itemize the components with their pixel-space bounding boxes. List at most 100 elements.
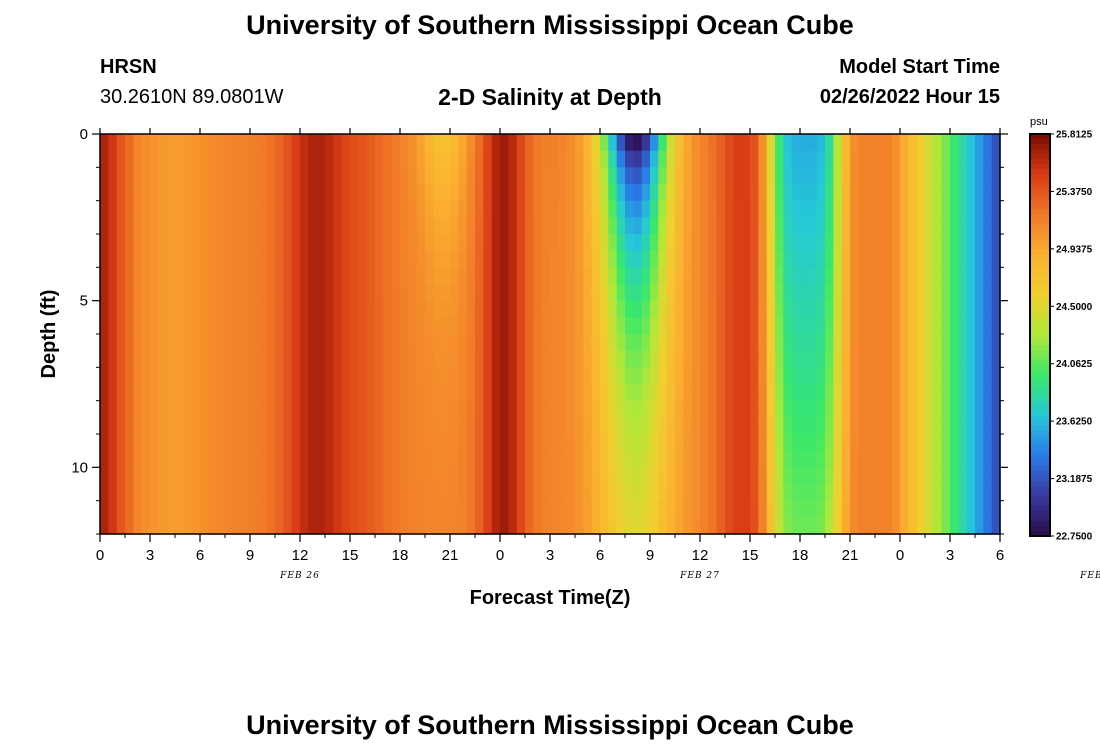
heatmap-cell xyxy=(425,417,434,435)
heatmap-cell xyxy=(875,250,884,268)
heatmap-cell xyxy=(950,284,959,302)
heatmap-cell xyxy=(250,334,259,352)
heatmap-cell xyxy=(633,150,643,168)
heatmap-cell xyxy=(583,267,593,285)
heatmap-cell xyxy=(733,450,743,468)
heatmap-cell xyxy=(233,517,243,535)
heatmap-cell xyxy=(666,250,676,268)
heatmap-cell xyxy=(525,467,534,485)
colorbar-segment xyxy=(1030,485,1050,492)
heatmap-cell xyxy=(216,234,226,252)
heatmap-cell xyxy=(225,317,234,335)
heatmap-cell xyxy=(483,250,493,268)
heatmap-cell xyxy=(441,184,451,202)
heatmap-cell xyxy=(333,517,343,535)
heatmap-cell xyxy=(166,217,176,235)
heatmap-cell xyxy=(891,167,901,185)
heatmap-cell xyxy=(158,434,168,452)
heatmap-cell xyxy=(616,250,626,268)
heatmap-cell xyxy=(508,267,518,285)
heatmap-cell xyxy=(666,367,676,385)
heatmap-cell xyxy=(175,150,184,168)
colorbar-segment xyxy=(1030,350,1050,356)
heatmap-cell xyxy=(191,200,201,218)
heatmap-cell xyxy=(808,267,818,285)
heatmap-cell xyxy=(133,300,143,318)
heatmap-cell xyxy=(975,284,984,302)
heatmap-cell xyxy=(791,467,801,485)
heatmap-cell xyxy=(391,134,401,152)
heatmap-cell xyxy=(116,317,126,335)
heatmap-cell xyxy=(991,467,1001,485)
heatmap-cell xyxy=(466,334,476,352)
heatmap-cell xyxy=(683,284,693,302)
heatmap-cell xyxy=(975,450,984,468)
heatmap-cell xyxy=(641,234,651,252)
heatmap-cell xyxy=(841,300,851,318)
heatmap-cell xyxy=(650,267,659,285)
heatmap-cell xyxy=(141,384,151,402)
heatmap-cell xyxy=(541,500,551,518)
heatmap-cell xyxy=(833,250,843,268)
heatmap-cell xyxy=(475,167,484,185)
heatmap-cell xyxy=(408,484,418,502)
heatmap-cell xyxy=(933,184,943,202)
heatmap-cell xyxy=(633,167,643,185)
colorbar-segment xyxy=(1030,385,1050,391)
heatmap-cell xyxy=(616,334,626,352)
heatmap-cell xyxy=(925,400,934,418)
colorbar-segment xyxy=(1030,199,1050,205)
heatmap-cell xyxy=(950,467,959,485)
heatmap-cell xyxy=(925,267,934,285)
heatmap-cell xyxy=(633,367,643,385)
heatmap-cell xyxy=(416,200,426,218)
heatmap-cell xyxy=(450,250,459,268)
heatmap-cell xyxy=(866,317,876,335)
heatmap-cell xyxy=(458,184,468,202)
heatmap-cell xyxy=(250,367,259,385)
heatmap-cell xyxy=(666,450,676,468)
heatmap-cell xyxy=(208,400,218,418)
heatmap-cell xyxy=(166,367,176,385)
heatmap-cell xyxy=(308,150,318,168)
heatmap-cell xyxy=(375,184,384,202)
heatmap-cell xyxy=(325,217,334,235)
heatmap-cell xyxy=(991,150,1001,168)
heatmap-cell xyxy=(616,150,626,168)
colorbar-segment xyxy=(1030,420,1050,427)
heatmap-cell xyxy=(675,284,684,302)
heatmap-cell xyxy=(100,300,109,318)
heatmap-cell xyxy=(700,500,709,518)
heatmap-cell xyxy=(916,234,926,252)
heatmap-cell xyxy=(100,384,109,402)
heatmap-cell xyxy=(941,134,951,152)
heatmap-cell xyxy=(666,400,676,418)
heatmap-cell xyxy=(533,384,543,402)
heatmap-cell xyxy=(808,367,818,385)
heatmap-cell xyxy=(600,284,609,302)
heatmap-cell xyxy=(383,384,393,402)
heatmap-cell xyxy=(625,367,634,385)
heatmap-cell xyxy=(950,267,959,285)
heatmap-cell xyxy=(750,400,759,418)
heatmap-cell xyxy=(341,217,351,235)
heatmap-cell xyxy=(575,500,584,518)
heatmap-cell xyxy=(350,134,359,152)
heatmap-cell xyxy=(366,300,376,318)
heatmap-cell xyxy=(483,484,493,502)
heatmap-cell xyxy=(400,134,409,152)
heatmap-cell xyxy=(225,250,234,268)
heatmap-cell xyxy=(633,217,643,235)
heatmap-cell xyxy=(200,217,209,235)
heatmap-cell xyxy=(716,334,726,352)
heatmap-cell xyxy=(516,484,526,502)
colorbar-segment xyxy=(1030,440,1050,447)
heatmap-cell xyxy=(450,367,459,385)
heatmap-cell xyxy=(841,434,851,452)
heatmap-cell xyxy=(666,134,676,152)
colorbar-segment xyxy=(1030,179,1050,185)
heatmap-cell xyxy=(750,500,759,518)
heatmap-cell xyxy=(866,334,876,352)
heatmap-cell xyxy=(616,400,626,418)
heatmap-cell xyxy=(725,200,734,218)
